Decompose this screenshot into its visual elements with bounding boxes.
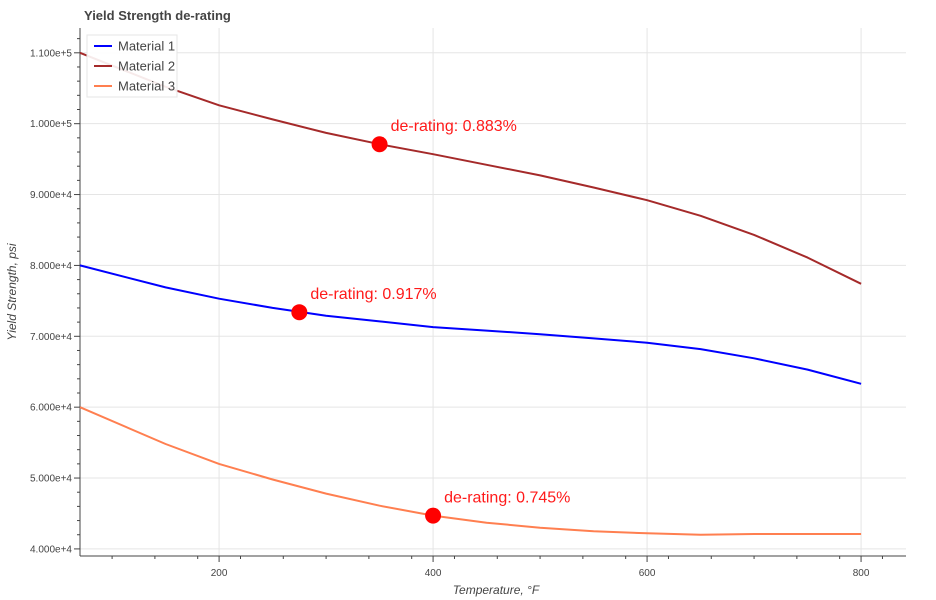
series-line-material-3 bbox=[79, 406, 862, 536]
legend-item-label: Material 1 bbox=[118, 39, 175, 54]
legend-item-label: Material 3 bbox=[118, 79, 175, 94]
x-axis-label: Temperature, °F bbox=[453, 583, 540, 597]
y-tick-label: 1.000e+5 bbox=[30, 119, 72, 130]
annotation-label: de-rating: 0.917% bbox=[310, 286, 436, 303]
annotation-marker bbox=[425, 507, 442, 524]
annotation-label: de-rating: 0.745% bbox=[444, 490, 570, 507]
y-tick-label: 6.000e+4 bbox=[30, 403, 72, 414]
series-lines bbox=[79, 51, 862, 536]
x-tick-label: 800 bbox=[853, 568, 870, 579]
annotation-marker bbox=[291, 304, 308, 321]
y-tick-label: 7.000e+4 bbox=[30, 332, 72, 343]
legend-item-label: Material 2 bbox=[118, 59, 175, 74]
y-axis-label: Yield Strength, psi bbox=[5, 243, 19, 341]
y-tick-label: 1.100e+5 bbox=[30, 48, 72, 59]
y-tick-label: 9.000e+4 bbox=[30, 190, 72, 201]
annotation-markers: de-rating: 0.917% de-rating: 0.883% de-rat… bbox=[291, 118, 570, 524]
annotation-marker bbox=[371, 136, 388, 153]
annotation-label: de-rating: 0.883% bbox=[391, 118, 517, 135]
y-tick-label: 4.000e+4 bbox=[30, 544, 72, 555]
y-tick-label: 8.000e+4 bbox=[30, 261, 72, 272]
axes bbox=[79, 28, 906, 557]
ticks: 4.000e+4 5.000e+4 6.000e+4 7.000e+4 8.000e+4… bbox=[30, 38, 883, 579]
series-line-material-1 bbox=[79, 264, 862, 385]
x-tick-label: 400 bbox=[425, 568, 442, 579]
grid-lines bbox=[80, 28, 906, 556]
x-tick-label: 200 bbox=[211, 568, 228, 579]
x-tick-label: 600 bbox=[639, 568, 656, 579]
chart-title: Yield Strength de-rating bbox=[84, 8, 231, 23]
series-line-material-2 bbox=[79, 51, 862, 285]
legend: Material 1 Material 2 Material 3 bbox=[86, 34, 178, 98]
y-tick-label: 5.000e+4 bbox=[30, 474, 72, 485]
